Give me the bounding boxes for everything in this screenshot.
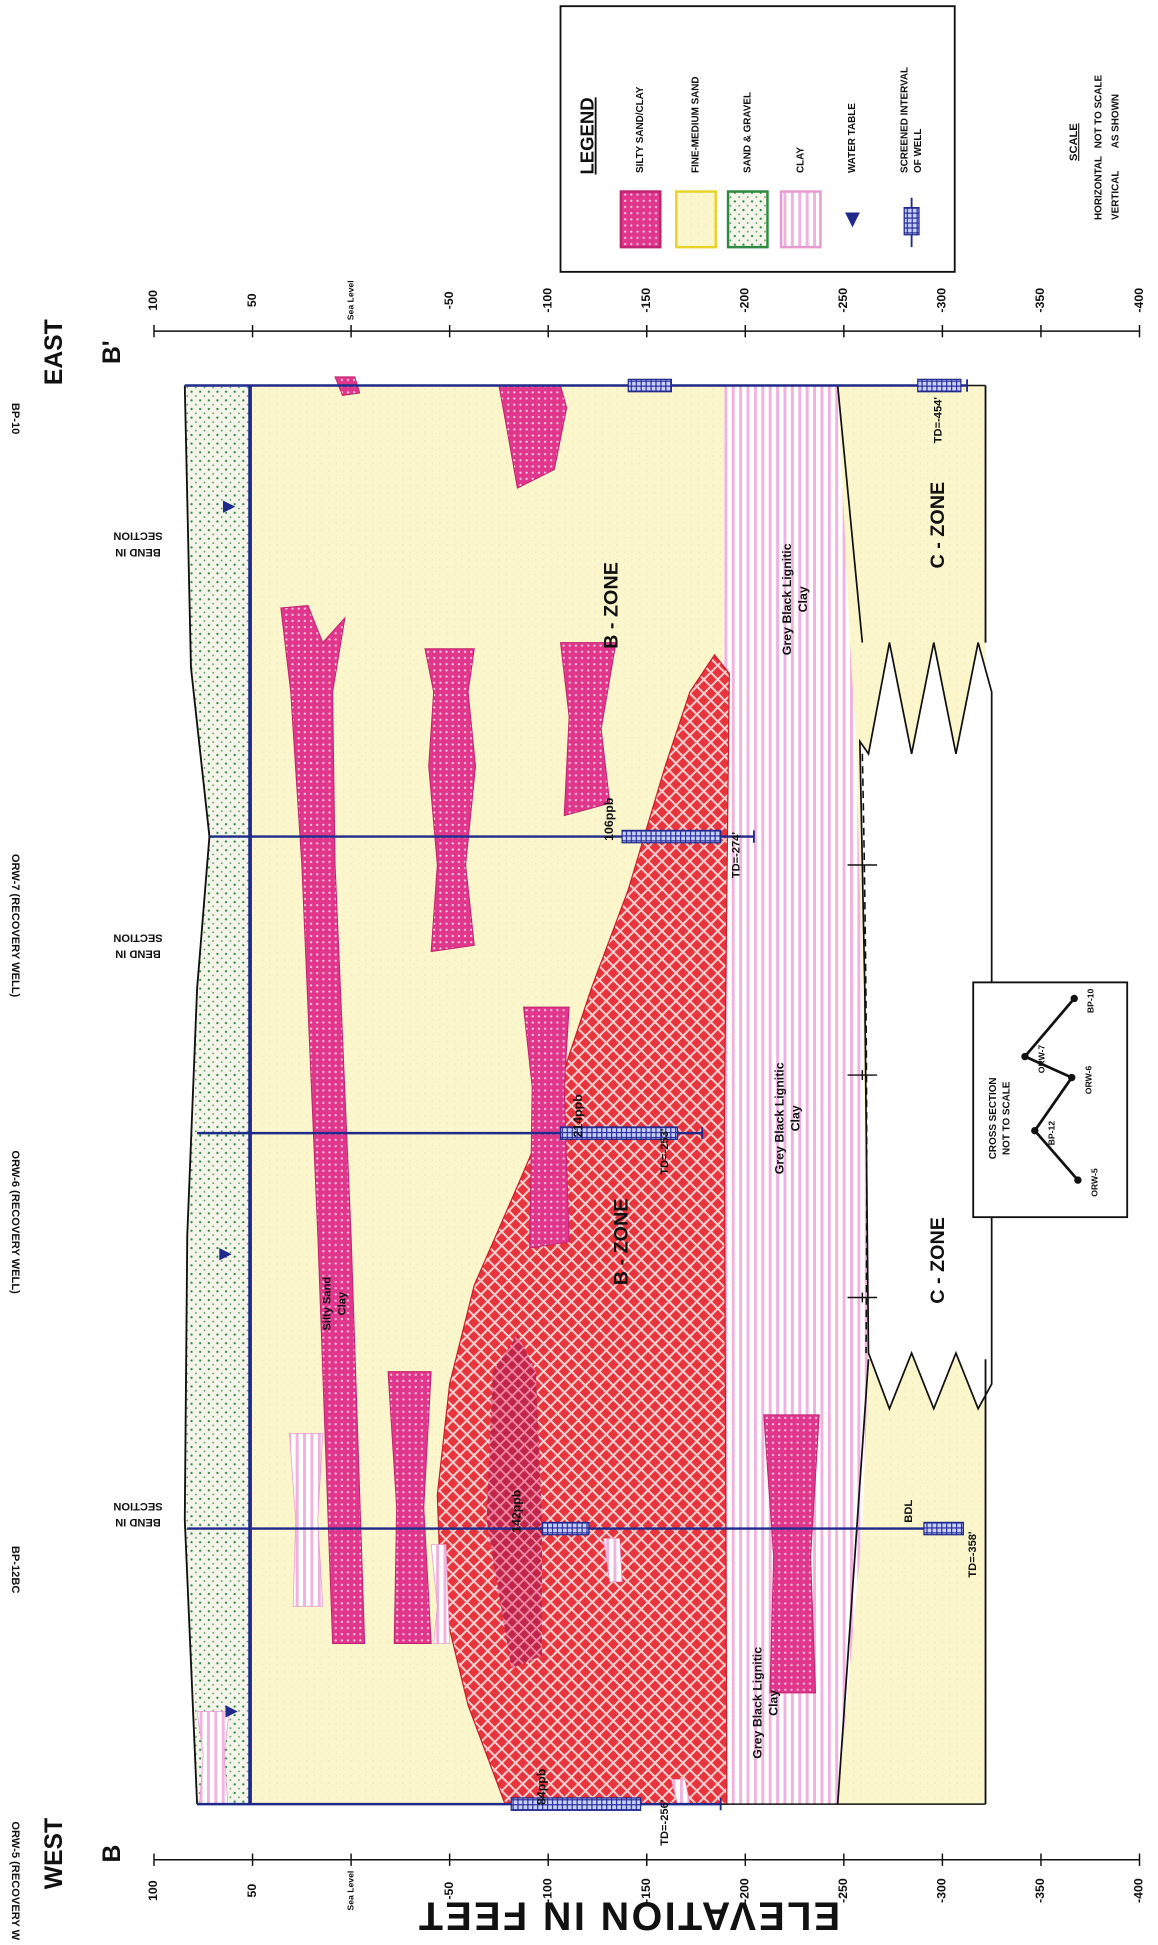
inset-well: [1021, 1053, 1028, 1060]
scale-title: SCALE: [1068, 123, 1080, 161]
axis-tick-label: -50: [442, 291, 456, 309]
inset-title: NOT TO SCALE: [1002, 1081, 1013, 1155]
axis-tick-label: 50: [245, 293, 259, 307]
well-screen: [622, 830, 721, 842]
bend-label: BEND IN: [115, 546, 161, 558]
legend-label: SAND & GRAVEL: [742, 92, 753, 173]
legend-label: FINE-MEDIUM SAND: [691, 76, 702, 173]
axis-tick-label: Sea Level: [345, 280, 355, 320]
legend-swatch: [676, 192, 715, 248]
inset-title: CROSS SECTION: [988, 1077, 999, 1159]
lens-label: Clay: [336, 1291, 348, 1315]
bend-label: BEND IN: [115, 1516, 161, 1528]
inset-well: [1074, 1176, 1081, 1183]
section-end-label: B': [99, 340, 126, 364]
well-name: ORW-5 (RECOVERY WELL): [9, 1821, 21, 1940]
axis-tick-label: 100: [146, 1880, 160, 1901]
concentration-label: 142ppb: [510, 1489, 524, 1533]
legend-swatch: [621, 192, 660, 248]
axis-tick-label: -300: [935, 288, 949, 313]
inset-well: [1031, 1127, 1038, 1134]
clay-label: Clay: [789, 1105, 803, 1131]
well-screen: [542, 1522, 589, 1534]
inset-well: [1068, 1074, 1075, 1081]
legend-title: LEGEND: [577, 97, 598, 174]
inset-well-label: BP-10: [1086, 988, 1096, 1013]
cross-section-diagram: 100 50 Sea Level -50 -100 -150 -200 -250 -300 -35…: [0, 0, 1158, 1940]
concentration-label: 106ppb: [602, 797, 616, 841]
scale-text: NOT TO SCALE: [1093, 75, 1104, 149]
clay-label: Grey Black Lignitic: [750, 1647, 764, 1759]
zone-label: B - ZONE: [610, 1199, 632, 1286]
well-name: BP-12BC: [9, 1546, 21, 1594]
total-depth-label: TD=-274': [731, 832, 743, 879]
clay-label: Grey Black Lignitic: [780, 543, 794, 655]
legend-label: SCREENED INTERVAL: [899, 67, 910, 173]
bend-label: SECTION: [113, 1500, 162, 1512]
concentration-label: 214ppb: [571, 1094, 585, 1138]
well-screen: [924, 1522, 963, 1534]
concentration-label: 84ppb: [534, 1768, 548, 1805]
axis-tick-label: -350: [1033, 288, 1047, 313]
axis-tick-label: -150: [639, 288, 653, 313]
axis-tick-label: -200: [738, 288, 752, 313]
total-depth-label: TD=-358': [967, 1531, 979, 1578]
legend-label: WATER TABLE: [847, 103, 858, 173]
well-screen: [511, 1798, 640, 1810]
legend-swatch: [781, 192, 820, 248]
axis-tick-label: -100: [540, 288, 554, 313]
bend-label: SECTION: [113, 931, 162, 943]
inset-well-label: ORW-7: [1036, 1045, 1046, 1074]
well-screen: [628, 379, 671, 391]
drawing: 100 50 Sea Level -50 -100 -150 -200 -250 -300 -35…: [9, 6, 1146, 1940]
section-end-label: EAST: [41, 319, 68, 385]
scale-text: VERTICAL: [1111, 171, 1122, 220]
bend-label: SECTION: [113, 530, 162, 542]
axis-tick-label: -300: [935, 1878, 949, 1903]
legend-label: OF WELL: [913, 129, 924, 173]
inset-well: [1071, 995, 1078, 1002]
section-end-label: WEST: [41, 1818, 68, 1889]
axis-tick-label: -400: [1132, 288, 1146, 313]
clay-label: Clay: [796, 586, 810, 612]
axis-tick-label: -400: [1132, 1878, 1146, 1903]
clay-label: Grey Black Lignitic: [773, 1062, 787, 1174]
total-depth-label: TD=-253': [659, 1128, 671, 1175]
axis-tick-label: Sea Level: [345, 1871, 355, 1911]
zone-label: B - ZONE: [600, 562, 622, 649]
section-end-label: B: [99, 1845, 126, 1863]
axis-tick-label: -250: [836, 288, 850, 313]
inset-well-label: BP-12: [1046, 1121, 1056, 1146]
legend-swatch: [904, 208, 919, 235]
sand-gravel-layer: [185, 386, 250, 1805]
total-depth-label: TD=-454': [933, 397, 945, 444]
clay-label: Clay: [767, 1690, 781, 1716]
scale-text: AS SHOWN: [1111, 94, 1122, 148]
lens-label: Silty Sand: [322, 1277, 334, 1331]
legend-label: SILTY SAND/CLAY: [635, 86, 646, 173]
page: { "title": "ELEVATION IN FEET", "section…: [0, 0, 1158, 1940]
well-screen: [918, 379, 961, 391]
legend-label: CLAY: [795, 147, 806, 173]
axis-tick-label: -350: [1033, 1878, 1047, 1903]
legend-swatch: [728, 192, 767, 248]
zone-label: C - ZONE: [927, 1217, 949, 1304]
well-name: ORW-6 (RECOVERY WELL): [9, 1150, 21, 1294]
scale-text: HORIZONTAL: [1093, 156, 1104, 220]
bend-label: BEND IN: [115, 947, 161, 959]
well-name: BP-10: [9, 403, 21, 435]
well-name: ORW-7 (RECOVERY WELL): [9, 854, 21, 998]
no-c-zone-area: [860, 643, 992, 1409]
well-note: BDL: [903, 1500, 915, 1523]
axis-tick-label: 100: [146, 290, 160, 311]
total-depth-label: TD=-256': [659, 1799, 671, 1846]
inset-well-label: ORW-5: [1089, 1168, 1099, 1197]
inset-well-label: ORW-6: [1083, 1066, 1093, 1095]
zone-label: C - ZONE: [927, 482, 949, 569]
axis-title: ELEVATION IN FEET: [416, 1893, 840, 1937]
axis-tick-label: 50: [245, 1884, 259, 1898]
